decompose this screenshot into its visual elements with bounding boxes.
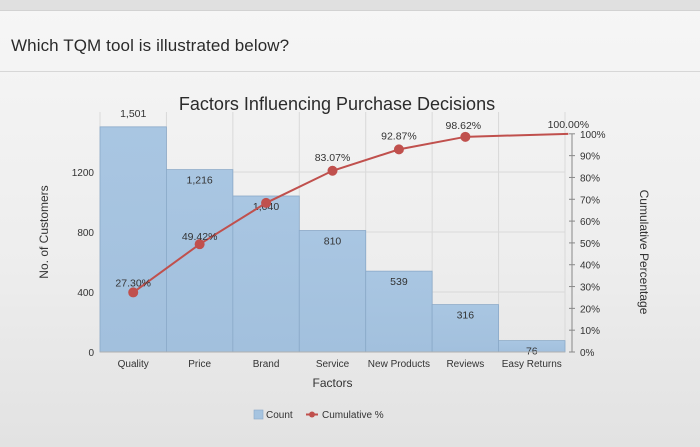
question-text: Which TQM tool is illustrated below?	[11, 36, 290, 55]
y2-tick-label: 0%	[580, 348, 595, 359]
cumulative-value-label: 27.30%	[115, 277, 151, 289]
bar-value-label: 316	[457, 310, 475, 322]
y-axis-title: No. of Customers	[37, 185, 51, 278]
bar-value-label: 1,216	[187, 175, 213, 187]
y2-tick-label: 100%	[580, 130, 606, 141]
cumulative-point	[393, 144, 404, 155]
cumulative-value-label: 100.00%	[548, 119, 589, 131]
cumulative-value-label: 49.42%	[182, 231, 218, 243]
y2-tick-label: 80%	[580, 173, 600, 184]
y2-tick-label: 90%	[580, 152, 600, 163]
bar-value-label: 810	[324, 236, 342, 248]
y2-tick-label: 70%	[580, 195, 600, 206]
axes: 0 400 800 1200 0% 10% 20% 30% 40% 50% 60% 70% 80% 90%…	[37, 130, 651, 390]
legend-count-label: Count	[266, 410, 293, 421]
x-tick-label: Easy Returns	[502, 359, 562, 370]
y2-tick-label: 20%	[580, 304, 600, 315]
bar	[298, 230, 367, 353]
cumulative-line: 27.30% 49.42% 83.07% 92.87% 98.62% 100.00%	[115, 119, 589, 298]
y2-tick-label: 10%	[580, 326, 600, 337]
cumulative-point	[460, 131, 471, 142]
y-tick-label: 400	[77, 288, 94, 299]
y2-tick-label: 30%	[580, 283, 600, 294]
y-tick-label: 1200	[72, 168, 95, 179]
x-tick-label: Brand	[253, 359, 280, 370]
cumulative-point	[194, 239, 205, 250]
bar-value-label: 539	[390, 276, 408, 288]
x-axis-title: Factors	[312, 376, 352, 390]
x-tick-label: New Products	[368, 359, 430, 370]
bar	[365, 270, 433, 353]
cumulative-point	[327, 165, 338, 176]
bars	[99, 126, 566, 353]
x-tick-label: Price	[188, 359, 211, 370]
y-tick-label: 800	[77, 228, 94, 239]
cumulative-value-label: 98.62%	[446, 120, 482, 132]
cumulative-point	[261, 197, 272, 208]
y2-tick-label: 40%	[580, 261, 600, 272]
bar	[99, 126, 167, 353]
bar	[232, 195, 300, 353]
y-tick-label: 0	[88, 348, 94, 359]
cumulative-value-label: 83.07%	[315, 152, 351, 164]
y2-tick-label: 50%	[580, 239, 600, 250]
bar	[431, 304, 499, 353]
cumulative-point	[128, 287, 139, 298]
y2-axis-title: Cumulative Percentage	[637, 190, 651, 315]
legend-count-swatch	[253, 409, 264, 420]
bar-value-label: 1,501	[120, 108, 146, 120]
chart-title: Factors Influencing Purchase Decisions	[179, 94, 495, 114]
legend-cumulative-label: Cumulative %	[322, 410, 384, 421]
y2-tick-label: 60%	[580, 217, 600, 228]
divider	[0, 71, 700, 72]
x-tick-label: Quality	[118, 359, 149, 370]
x-tick-label: Service	[316, 359, 350, 370]
legend-cumulative-marker	[309, 411, 315, 418]
cumulative-value-label: 92.87%	[381, 130, 417, 142]
top-strip	[0, 0, 700, 11]
x-tick-label: Reviews	[446, 359, 484, 370]
legend: Count Cumulative %	[253, 409, 384, 421]
